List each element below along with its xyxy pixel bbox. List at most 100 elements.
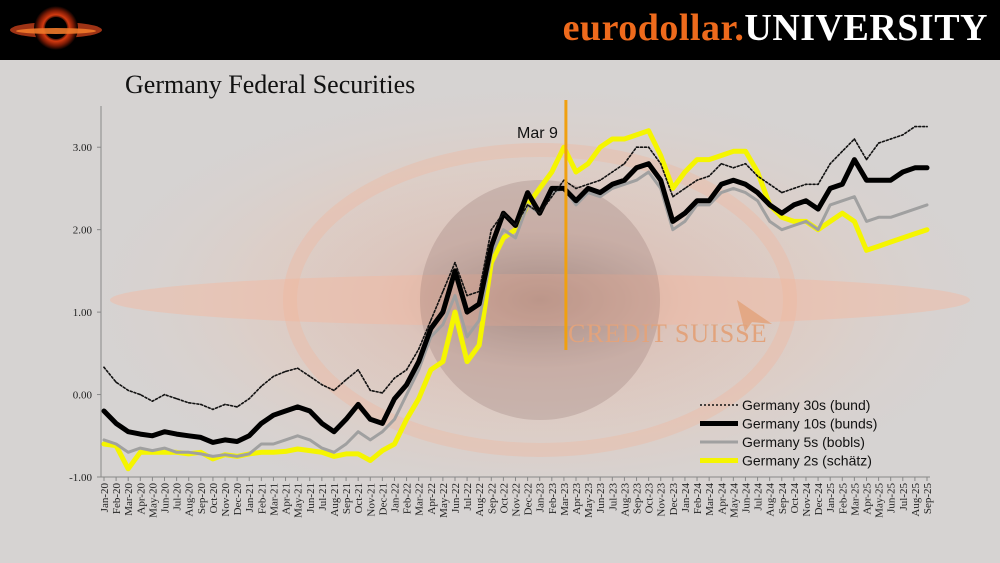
- brand-logo-text: eurodollar.UNIVERSITY: [563, 6, 988, 50]
- series-3-point: [212, 458, 214, 460]
- series-0-point: [901, 134, 904, 136]
- series-3-point: [345, 453, 347, 455]
- series-3-point: [599, 146, 602, 149]
- series-2-point: [236, 455, 238, 458]
- series-1-point: [877, 179, 880, 181]
- series-2-point: [914, 208, 916, 210]
- x-tick-label: Feb-25: [837, 483, 849, 515]
- black-hole-logo-icon: [10, 6, 102, 50]
- series-1-point: [659, 179, 662, 181]
- x-tick-label: Mar-22: [414, 483, 426, 516]
- series-2-point: [405, 393, 408, 396]
- series-1-point: [454, 270, 456, 272]
- series-0-point: [563, 179, 565, 181]
- series-0-point: [381, 392, 384, 394]
- series-0-point: [587, 183, 589, 186]
- x-tick-label: Apr-21: [281, 483, 293, 515]
- series-2-point: [321, 447, 323, 449]
- series-2-point: [720, 191, 723, 194]
- series-1-point: [708, 200, 710, 202]
- series-2-point: [841, 200, 844, 202]
- series-0-point: [417, 348, 420, 351]
- series-2-point: [454, 294, 456, 297]
- series-2-point: [672, 228, 674, 231]
- x-tick-label: Dec-20: [232, 483, 244, 516]
- series-1-point: [926, 167, 928, 169]
- x-tick-label: Mar-24: [704, 483, 716, 516]
- series-0-point: [768, 183, 771, 186]
- series-0-point: [151, 400, 154, 402]
- series-1-point: [829, 187, 831, 190]
- series-2-point: [103, 439, 105, 441]
- x-tick-label: Oct-21: [353, 483, 365, 514]
- series-3-point: [127, 467, 130, 470]
- y-tick-label: 1.00: [73, 307, 93, 319]
- series-2-point: [357, 430, 359, 433]
- x-tick-label: Mar-25: [849, 483, 861, 516]
- series-1-point: [672, 220, 674, 223]
- series-0-point: [611, 171, 614, 173]
- legend-label-2: Germany 5s (bobls): [742, 434, 865, 450]
- x-tick-label: Aug-22: [474, 483, 486, 517]
- series-0-point: [260, 385, 263, 388]
- series-0-point: [914, 125, 916, 128]
- series-3-point: [889, 241, 892, 243]
- series-3-point: [442, 360, 444, 363]
- series-1-point: [200, 436, 202, 439]
- series-1-point: [115, 422, 117, 425]
- x-tick-label: May-21: [293, 483, 305, 518]
- series-1-point: [212, 441, 214, 444]
- series-1-point: [490, 245, 493, 247]
- series-0-point: [442, 290, 444, 293]
- x-tick-label: Dec-23: [668, 483, 680, 516]
- series-0-point: [926, 125, 928, 128]
- x-tick-label: Jul-22: [462, 483, 474, 511]
- series-0-point: [345, 378, 347, 381]
- series-3-point: [417, 397, 420, 400]
- series-0-point: [720, 162, 723, 165]
- x-tick-label: Jan-23: [535, 483, 547, 513]
- series-0-point: [526, 204, 529, 206]
- x-tick-label: Dec-24: [813, 483, 825, 516]
- series-1-point: [720, 183, 723, 186]
- series-1-point: [333, 430, 335, 433]
- series-0-point: [272, 375, 275, 378]
- series-2-point: [732, 187, 735, 190]
- x-tick-label: Apr-22: [426, 483, 438, 515]
- series-3-point: [321, 451, 323, 454]
- series-1-point: [466, 311, 468, 313]
- series-0-point: [502, 212, 505, 214]
- x-tick-label: Feb-21: [256, 483, 268, 514]
- x-tick-label: May-25: [874, 483, 886, 518]
- series-1-point: [599, 191, 602, 194]
- series-2-point: [442, 323, 444, 326]
- series-2-point: [417, 369, 420, 371]
- x-tick-label: Jun-23: [595, 483, 607, 513]
- x-tick-label: Jul-20: [172, 483, 184, 511]
- x-tick-label: Feb-24: [692, 483, 704, 515]
- x-tick-label: Sep-24: [777, 483, 789, 515]
- series-0-point: [224, 403, 226, 406]
- mar9-annotation: Mar 9: [517, 125, 558, 142]
- series-3-point: [708, 158, 710, 161]
- series-3-point: [478, 344, 480, 346]
- series-0-point: [369, 389, 372, 392]
- series-3-point: [877, 245, 880, 247]
- series-3-point: [696, 158, 698, 161]
- series-3-point: [369, 459, 372, 462]
- series-0-point: [308, 375, 311, 378]
- series-1-point: [393, 397, 396, 400]
- series-1-point: [744, 183, 747, 186]
- series-0-point: [296, 367, 299, 369]
- series-0-point: [805, 183, 807, 186]
- series-2-point: [224, 453, 226, 456]
- series-2-point: [466, 336, 468, 338]
- series-2-point: [187, 451, 190, 454]
- series-3-point: [357, 453, 359, 455]
- y-tick-label: 2.00: [73, 225, 93, 237]
- series-2-point: [684, 220, 686, 223]
- series-0-point: [696, 179, 698, 181]
- series-2-point: [744, 191, 747, 194]
- series-0-point: [103, 366, 105, 369]
- sails-icon: [737, 300, 772, 332]
